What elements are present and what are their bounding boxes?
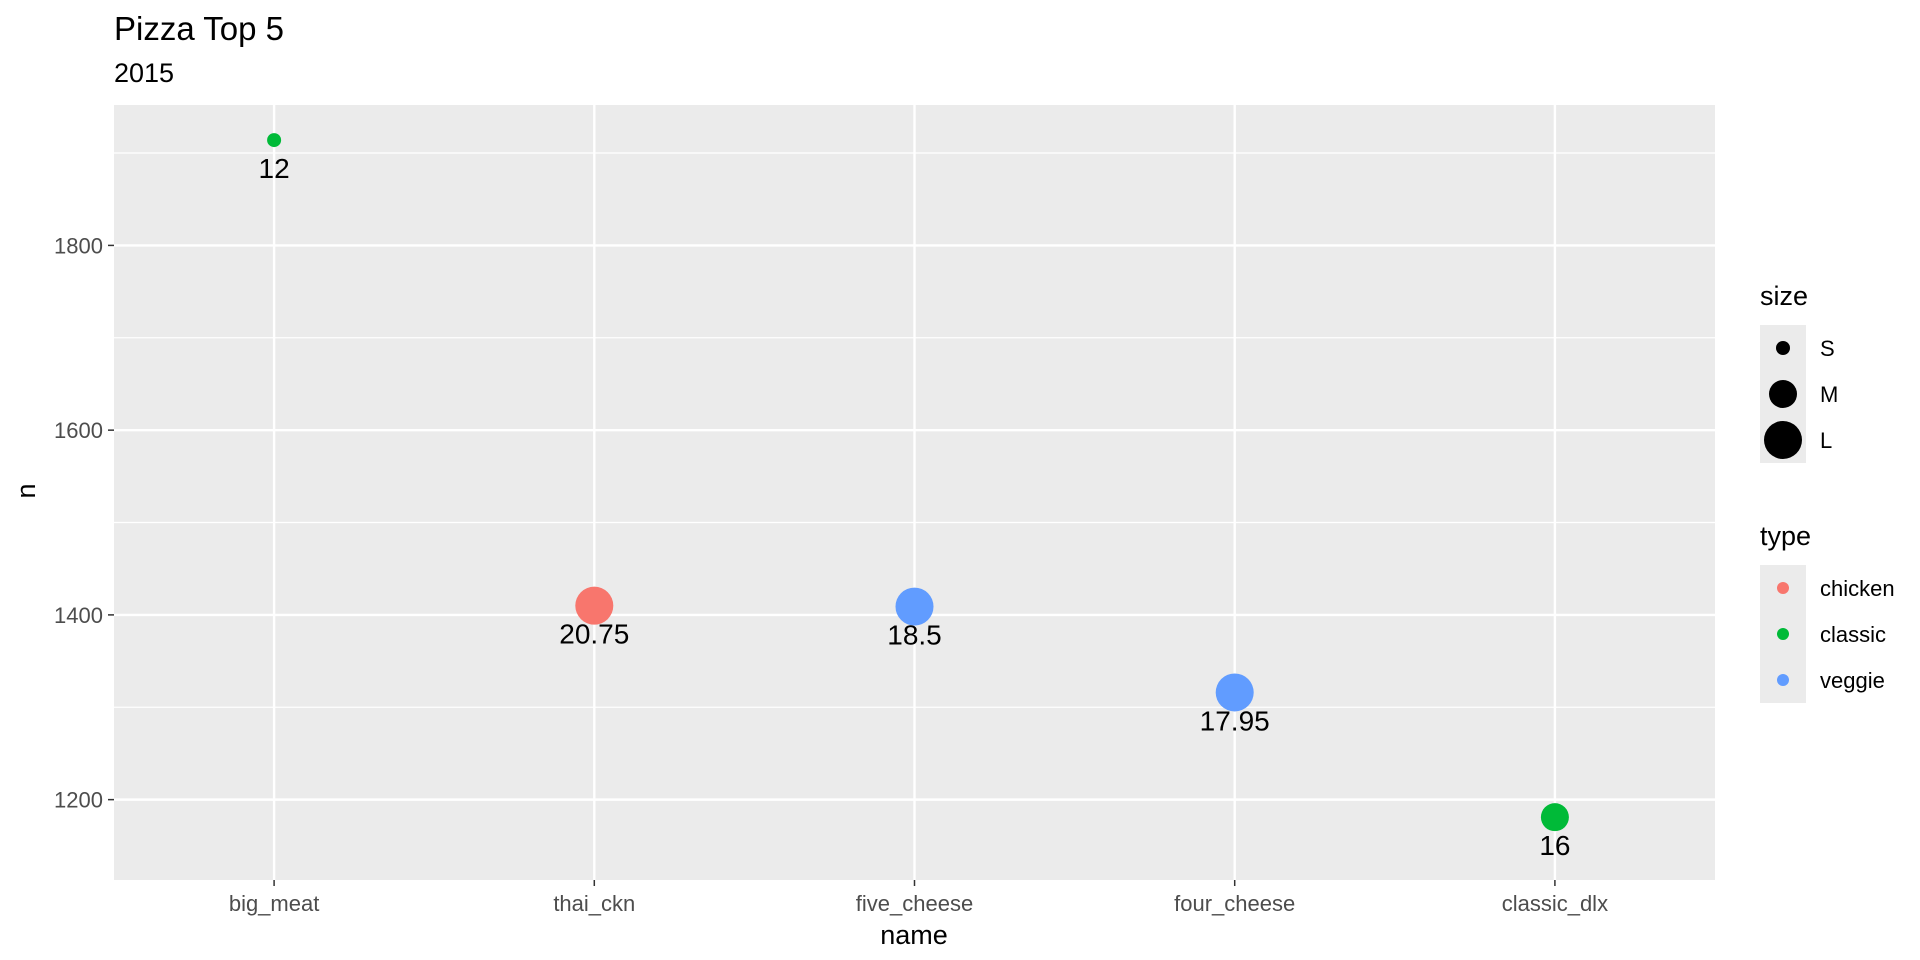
x-tick-label: big_meat	[229, 891, 320, 916]
size-legend-label: S	[1820, 336, 1835, 361]
data-points	[267, 133, 1569, 832]
data-point	[1215, 673, 1254, 712]
type-legend-label: veggie	[1820, 668, 1885, 693]
y-axis-title: n	[11, 483, 41, 498]
size-legend: size SML	[1760, 281, 1838, 463]
x-axis-title: name	[880, 920, 948, 950]
y-tick-label: 1400	[54, 603, 103, 628]
chart-title: Pizza Top 5	[114, 10, 284, 47]
x-tick-label: four_cheese	[1174, 891, 1295, 916]
size-legend-key	[1769, 380, 1797, 408]
size-legend-label: L	[1820, 428, 1832, 453]
x-tick-label: five_cheese	[856, 891, 973, 916]
data-label: 16	[1539, 830, 1570, 861]
data-label: 17.95	[1200, 705, 1270, 736]
data-label: 20.75	[559, 619, 629, 650]
x-axis: big_meat thai_ckn five_cheese four_cheese cl…	[229, 880, 1608, 916]
y-tick-label: 1200	[54, 788, 103, 813]
type-legend-key	[1777, 674, 1789, 686]
size-legend-key	[1764, 421, 1802, 459]
y-tick-label: 1800	[54, 233, 103, 258]
size-legend-title: size	[1760, 281, 1808, 311]
type-legend: type chicken classic veggie	[1760, 521, 1895, 703]
data-label: 18.5	[887, 620, 942, 651]
type-legend-key	[1777, 582, 1789, 594]
data-point	[575, 586, 614, 625]
data-label: 12	[259, 153, 290, 184]
y-tick-label: 1600	[54, 418, 103, 443]
data-labels: 12 20.75 18.5 17.95 16	[259, 153, 1571, 861]
data-point	[267, 133, 282, 148]
type-legend-title: type	[1760, 521, 1811, 551]
data-point	[1540, 803, 1569, 832]
type-legend-label: chicken	[1820, 576, 1895, 601]
y-axis: 1200 1400 1600 1800	[54, 233, 114, 813]
x-tick-label: thai_ckn	[553, 891, 635, 916]
chart-subtitle: 2015	[114, 58, 174, 88]
type-legend-label: classic	[1820, 622, 1886, 647]
x-tick-label: classic_dlx	[1502, 891, 1608, 916]
type-legend-key	[1777, 628, 1789, 640]
size-legend-label: M	[1820, 382, 1838, 407]
size-legend-key	[1776, 341, 1790, 355]
data-point	[895, 587, 934, 626]
